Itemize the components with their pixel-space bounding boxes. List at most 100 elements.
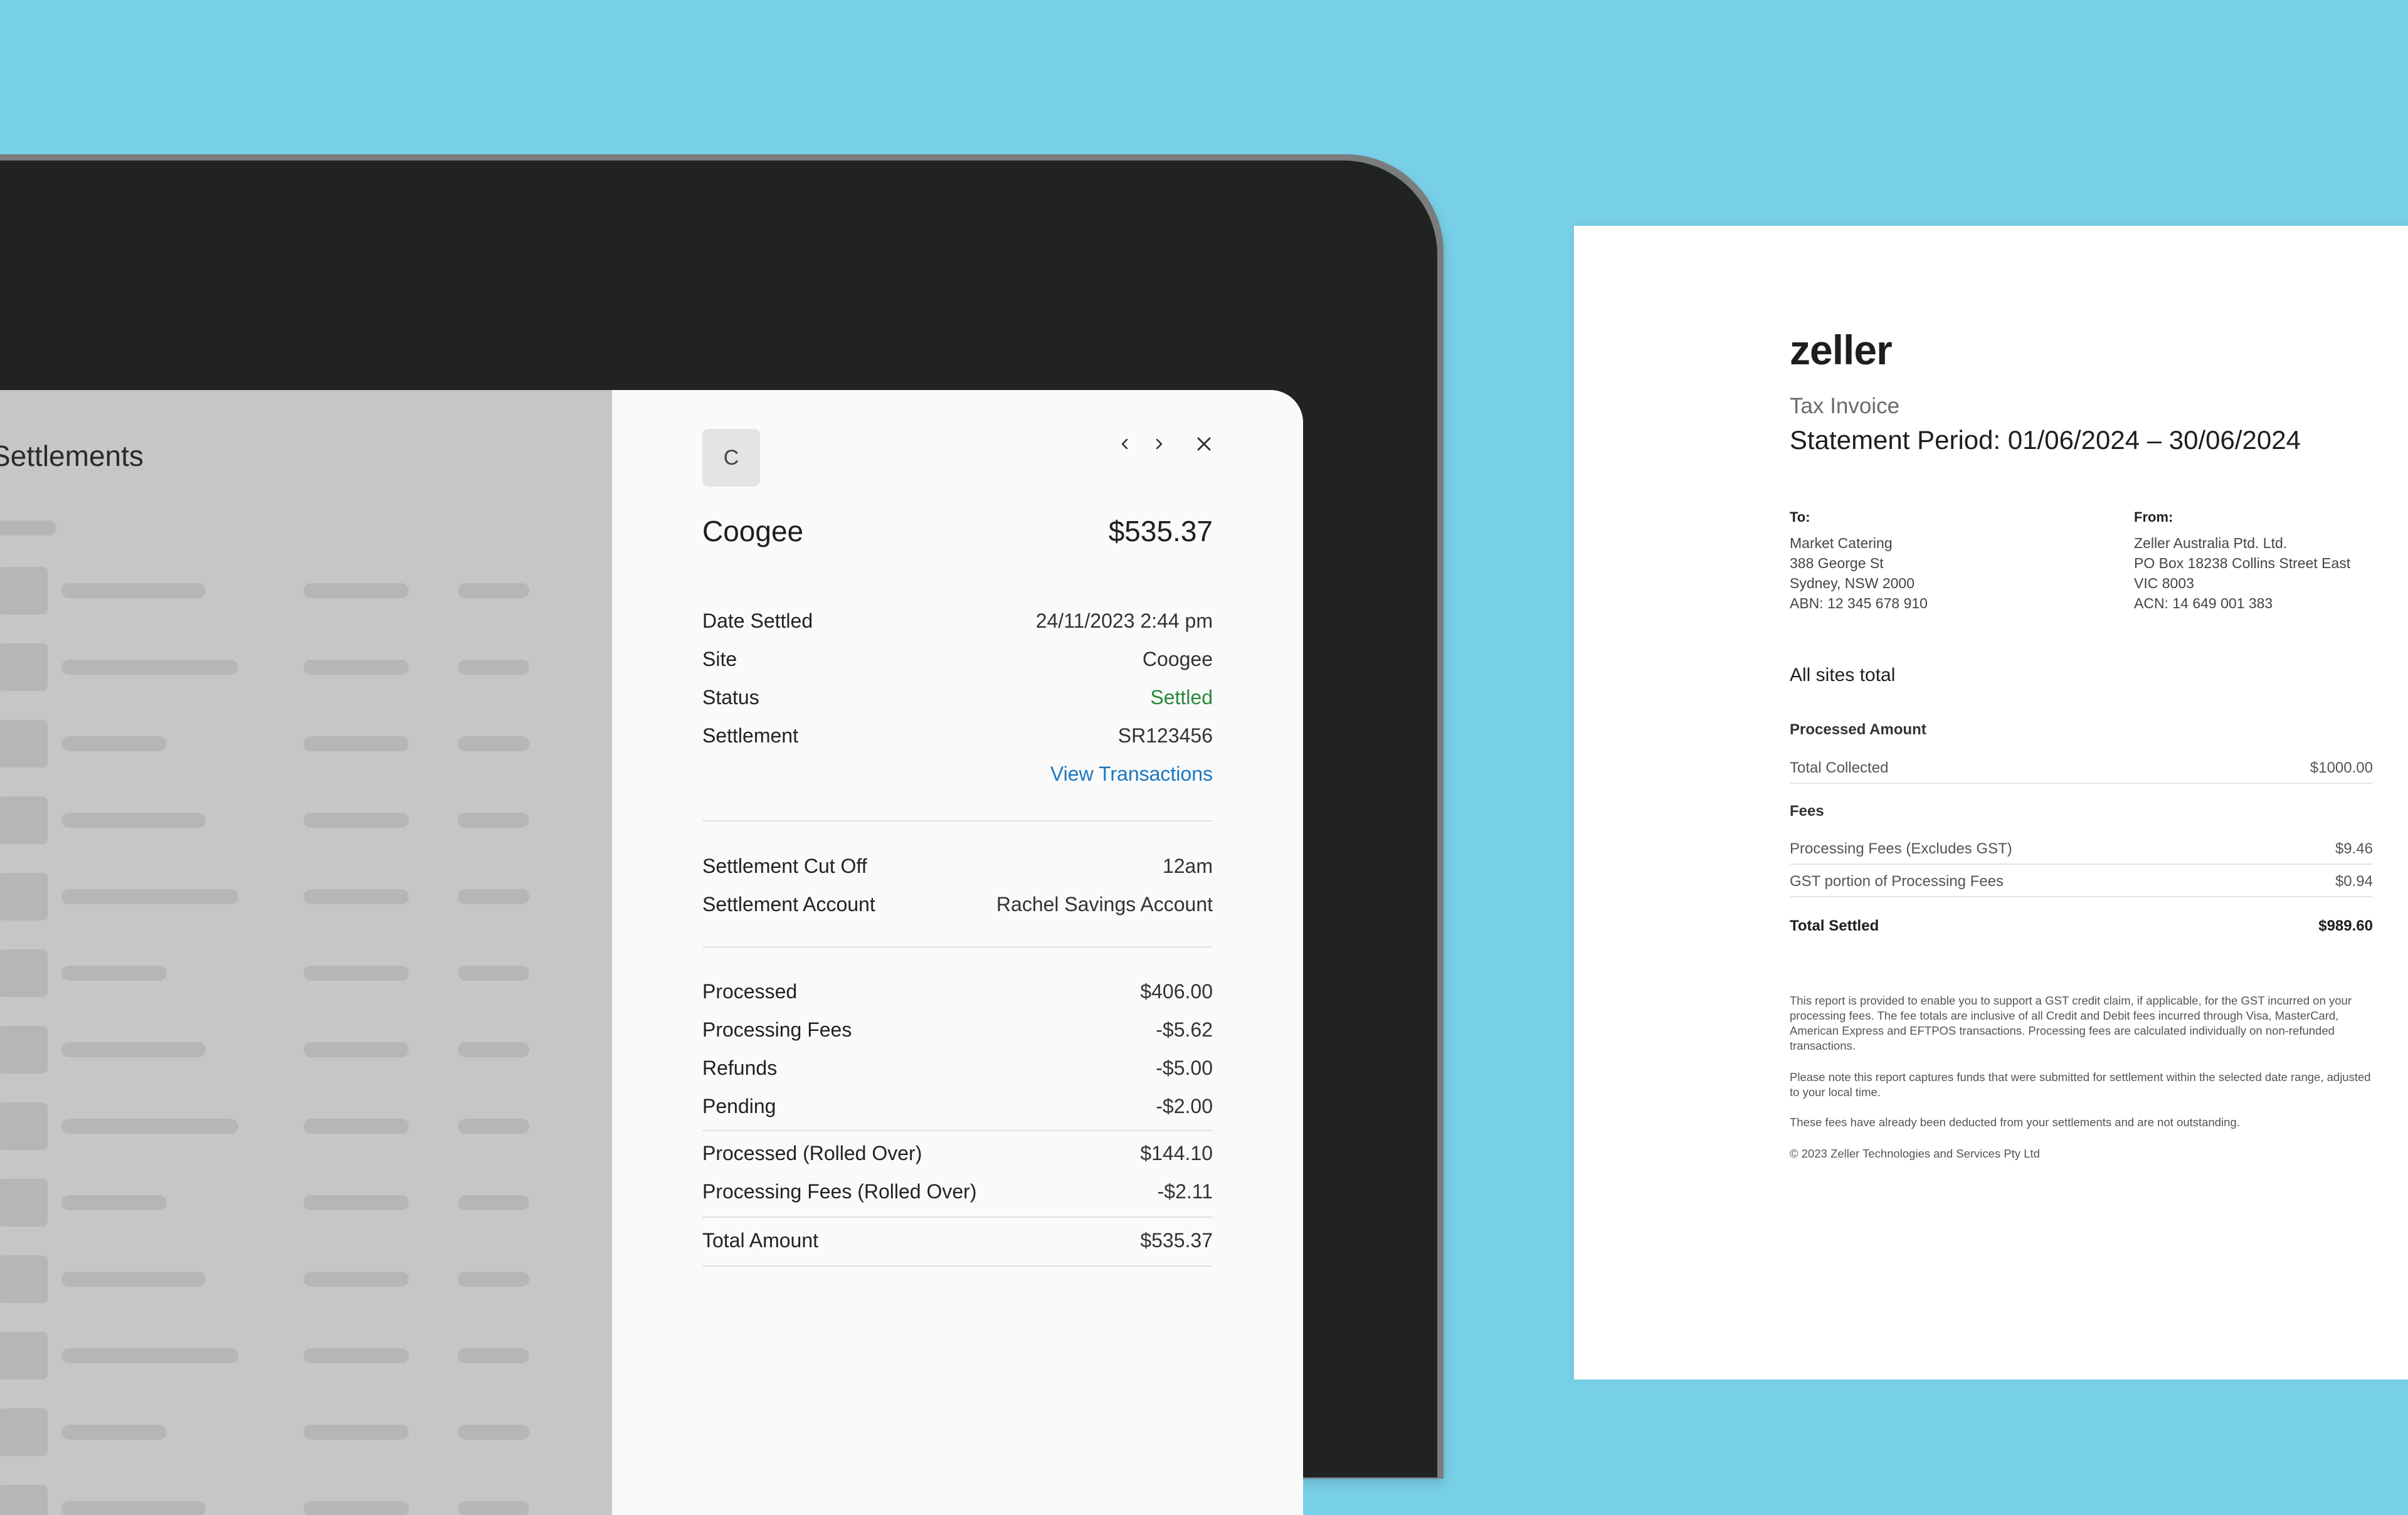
fees-deducted-note: These fees have already been deducted fr… [1790, 1116, 2240, 1129]
skeleton-avatar [0, 1255, 48, 1303]
settlement-amount: $535.37 [1108, 515, 1213, 547]
from-heading: From: [2134, 509, 2173, 525]
skeleton-avatar [0, 796, 48, 844]
view-transactions-row: View Transactions [702, 760, 1213, 788]
address-line: 388 George St [1790, 555, 1884, 571]
amount-label: Refunds [702, 1056, 778, 1079]
info-row-date-settled: Date Settled 24/11/2023 2:44 pm [702, 607, 1213, 635]
amount-value: $144.10 [1140, 1141, 1213, 1164]
info-value: 24/11/2023 2:44 pm [1035, 609, 1213, 632]
skeleton-text [304, 1272, 409, 1287]
tax-invoice-document: zeller Tax Invoice Statement Period: 01/… [1574, 226, 2408, 1380]
amount-row-processed: Processed $406.00 [702, 978, 1213, 1005]
divider [1790, 896, 2373, 897]
settings-row-cut-off: Settlement Cut Off 12am [702, 852, 1213, 880]
skeleton-avatar [0, 873, 48, 921]
gst-note: This report is provided to enable you to… [1790, 994, 2352, 1052]
divider [1790, 783, 2373, 784]
row-value: $9.46 [2335, 840, 2373, 857]
skeleton-avatar [0, 1179, 48, 1227]
total-value: $535.37 [1140, 1228, 1213, 1252]
address-line: Zeller Australia Ptd. Ltd. [2134, 535, 2288, 551]
amount-label: Processing Fees (Rolled Over) [702, 1180, 977, 1203]
skeleton-text [61, 1119, 238, 1134]
address-line: VIC 8003 [2134, 575, 2194, 591]
skeleton-avatar [0, 949, 48, 997]
skeleton-text [61, 889, 238, 904]
amount-label: Pending [702, 1094, 776, 1117]
info-row-settlement: Settlement SR123456 [702, 722, 1213, 749]
skeleton-header [0, 520, 56, 536]
close-icon [1197, 437, 1211, 451]
fee-row: GST portion of Processing Fees $0.94 [1790, 871, 2373, 892]
skeleton-avatar [0, 1102, 48, 1150]
settings-row-account: Settlement Account Rachel Savings Accoun… [702, 890, 1213, 918]
view-transactions-link[interactable]: View Transactions [1050, 762, 1213, 785]
statement-period: Statement Period: 01/06/2024 – 30/06/202… [1790, 425, 2301, 455]
skeleton-text [304, 1195, 409, 1210]
skeleton-text [61, 1348, 238, 1363]
skeleton-text [61, 660, 238, 675]
from-address: From: Zeller Australia Ptd. Ltd. PO Box … [2134, 509, 2350, 613]
settlement-detail-pane: C Coogee $535.37 Date Settled [612, 390, 1303, 1515]
tablet-screen: Settlements C Coogee [0, 390, 1303, 1515]
amount-row-fees-rolled-over: Processing Fees (Rolled Over) -$2.11 [702, 1178, 1213, 1205]
next-button[interactable] [1145, 430, 1173, 458]
info-value: Coogee [1142, 647, 1213, 670]
amount-value: $406.00 [1140, 979, 1213, 1003]
skeleton-text [458, 1042, 529, 1057]
total-amount-row: Total Amount $535.37 [702, 1227, 1213, 1254]
skeleton-text [61, 736, 167, 751]
skeleton-text [304, 736, 409, 751]
info-value: SR123456 [1117, 724, 1213, 747]
settlements-list-pane: Settlements [0, 390, 612, 1515]
skeleton-text [458, 813, 529, 828]
section-title: All sites total [1790, 665, 1896, 685]
info-row-status: Status Settled [702, 684, 1213, 711]
skeleton-avatar [0, 567, 48, 615]
skeleton-text [458, 660, 529, 675]
settings-label: Settlement Cut Off [702, 854, 867, 877]
skeleton-text [304, 583, 409, 598]
row-label: Total Settled [1790, 917, 1879, 934]
settings-value: Rachel Savings Account [996, 892, 1213, 916]
skeleton-text [458, 583, 529, 598]
page-title: Settlements [0, 440, 144, 472]
skeleton-text [61, 1042, 206, 1057]
info-label: Date Settled [702, 609, 813, 632]
divider [702, 1217, 1213, 1218]
skeleton-text [61, 813, 206, 828]
skeleton-text [61, 583, 206, 598]
address-line: ACN: 14 649 001 383 [2134, 595, 2273, 611]
amount-row-pending: Pending -$2.00 [702, 1092, 1213, 1120]
settings-label: Settlement Account [702, 892, 875, 916]
amount-label: Processing Fees [702, 1018, 852, 1041]
address-line: Sydney, NSW 2000 [1790, 575, 1915, 591]
tablet-device: Settlements C Coogee [0, 161, 1437, 1515]
row-label: Total Collected [1790, 759, 1889, 776]
fee-row: Processing Fees (Excludes GST) $9.46 [1790, 838, 2373, 860]
address-line: PO Box 18238 Collins Street East [2134, 555, 2351, 571]
previous-button[interactable] [1111, 430, 1139, 458]
divider [702, 1265, 1213, 1267]
skeleton-text [458, 1119, 529, 1134]
skeleton-text [458, 1195, 529, 1210]
processed-heading: Processed Amount [1790, 721, 1926, 738]
skeleton-text [458, 1272, 529, 1287]
skeleton-text [458, 1348, 529, 1363]
skeleton-text [458, 1501, 529, 1515]
divider [702, 946, 1213, 948]
skeleton-avatar [0, 1408, 48, 1456]
skeleton-text [458, 966, 529, 981]
close-button[interactable] [1190, 430, 1218, 458]
skeleton-text [458, 889, 529, 904]
zeller-logo: zeller [1790, 327, 1893, 373]
info-label: Settlement [702, 724, 798, 747]
amount-value: -$5.62 [1156, 1018, 1213, 1041]
skeleton-text [304, 1348, 409, 1363]
skeleton-text [458, 736, 529, 751]
info-label: Status [702, 685, 759, 709]
amount-label: Processed [702, 979, 798, 1003]
total-settled-row: Total Settled $989.60 [1790, 916, 2373, 937]
copyright-note: © 2023 Zeller Technologies and Services … [1790, 1147, 2040, 1160]
